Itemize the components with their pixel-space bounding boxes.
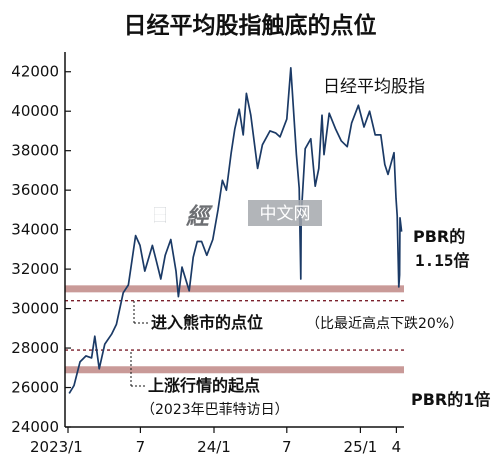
annotation-pbr-1: PBR的1倍 [411, 390, 490, 409]
annotation-bear-market-note: （比最近高点下跌20%） [306, 315, 463, 332]
annotation-rally-start-note: （2023年巴菲特访日） [141, 402, 289, 418]
x-tick-label-0: 2023/1 [30, 438, 83, 456]
annotation-pbr-115-line1: PBR的 [413, 227, 465, 246]
y-tick-label-9: 24000 [11, 418, 59, 436]
series-line [68, 66, 403, 394]
annotation-rally-start: 上涨行情的起点 [148, 376, 260, 395]
x-tick-label-5: 4 [392, 438, 402, 456]
annotation-pbr-115-line2: 1.15倍 [415, 251, 470, 270]
watermark: 日 經 中文网 [150, 200, 322, 230]
y-tick-label-4: 34000 [11, 221, 59, 239]
y-tick-label-2: 38000 [11, 142, 59, 160]
x-ticks: 2023/1 7 24/1 7 25/1 4 [30, 427, 401, 456]
y-tick-label-0: 42000 [11, 63, 59, 81]
y-tick-label-1: 40000 [11, 102, 59, 120]
reference-band-3 [65, 366, 404, 374]
y-tick-label-7: 28000 [11, 339, 59, 357]
watermark-glyph-ri: 日 [150, 203, 170, 227]
x-tick-label-3: 7 [282, 438, 292, 456]
series-label: 日经平均股指 [323, 77, 425, 97]
annotation-bear-market: 进入熊市的点位 [151, 313, 263, 332]
y-tick-label-6: 30000 [11, 300, 59, 318]
watermark-glyph-jing: 經 [185, 204, 213, 230]
y-ticks: 42000 40000 38000 36000 34000 32000 30000 28000… [11, 63, 71, 436]
x-tick-label-4: 25/1 [344, 438, 378, 456]
y-tick-label-5: 32000 [11, 260, 59, 278]
x-tick-label-1: 7 [136, 438, 146, 456]
y-tick-label-8: 26000 [11, 379, 59, 397]
watermark-text: 中文网 [260, 204, 311, 224]
reference-band-0 [65, 285, 404, 293]
watermark-box [248, 200, 322, 226]
chart-title: 日经平均股指触底的点位 [124, 12, 377, 39]
x-tick-label-2: 24/1 [197, 438, 231, 456]
reference-bands [65, 285, 404, 374]
y-tick-label-3: 36000 [11, 181, 59, 199]
